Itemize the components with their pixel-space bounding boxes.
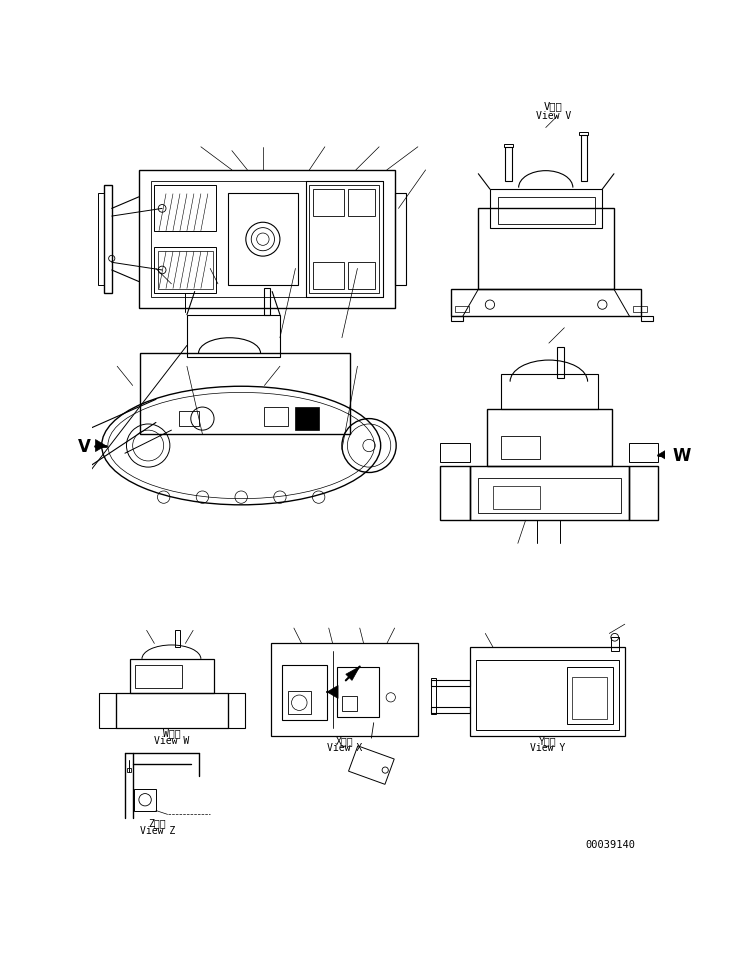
Text: View Z: View Z [140,825,175,835]
Bar [187,315,280,357]
Bar [455,307,469,313]
Text: X　視: X 視 [336,735,353,745]
Bar [477,479,621,513]
Bar [140,354,350,434]
Bar [336,667,379,717]
Text: View Y: View Y [530,743,565,752]
Bar [175,630,180,648]
Bar [497,198,595,225]
Bar [579,133,588,136]
Bar [282,665,327,721]
Bar [80,400,86,492]
Bar [431,707,470,713]
Polygon shape [296,407,319,431]
Bar [127,769,131,773]
Bar [478,209,614,290]
Bar [313,190,344,217]
Bar [452,317,463,322]
Bar [228,194,298,286]
Bar [476,660,619,730]
Bar [179,411,199,427]
Bar [342,696,358,711]
Bar [287,692,311,715]
Polygon shape [658,450,668,461]
Bar [452,290,641,317]
Text: W　視: W 視 [163,727,180,737]
Bar [228,694,245,728]
Bar [104,186,112,294]
Bar [501,436,539,459]
Text: View X: View X [327,743,362,752]
Polygon shape [95,440,106,452]
Bar [139,171,395,309]
Bar [154,186,217,233]
Text: V: V [78,437,91,456]
Bar [641,317,653,322]
Bar [493,486,539,509]
Bar [151,183,383,298]
Bar [504,144,513,148]
Bar [490,190,602,229]
Bar [305,183,383,298]
Bar [581,136,587,183]
Bar [134,789,156,811]
Text: Z　視: Z 視 [149,817,166,827]
Bar [431,680,470,686]
Bar [348,190,375,217]
Bar [265,288,270,315]
Bar [158,252,213,290]
Text: View W: View W [154,735,189,745]
Bar [154,248,217,294]
Bar [487,409,612,467]
Bar [265,407,287,427]
Bar [115,694,228,728]
Text: V　視: V 視 [544,102,563,111]
Bar [440,467,470,521]
Bar [505,148,511,183]
Bar [470,467,629,521]
Bar [98,694,115,728]
Bar [310,186,379,294]
Bar [313,263,344,290]
Bar [440,444,470,463]
Bar [611,637,619,652]
Text: Y　視: Y 視 [539,735,556,745]
Polygon shape [346,667,360,680]
Bar [572,677,607,719]
Bar [98,194,104,286]
Bar [629,467,658,521]
Bar [129,659,214,694]
Polygon shape [327,686,338,699]
Bar [556,348,565,379]
Bar [629,444,658,463]
Bar [470,648,624,736]
Bar [395,194,406,286]
Bar [135,665,182,688]
Bar [348,263,375,290]
Text: View V: View V [536,111,571,121]
Bar [567,667,613,725]
Bar [270,644,418,736]
Bar [431,678,436,715]
Bar [633,307,647,313]
Bar [501,375,598,409]
Text: 00039140: 00039140 [585,839,635,850]
Text: W: W [672,446,690,464]
